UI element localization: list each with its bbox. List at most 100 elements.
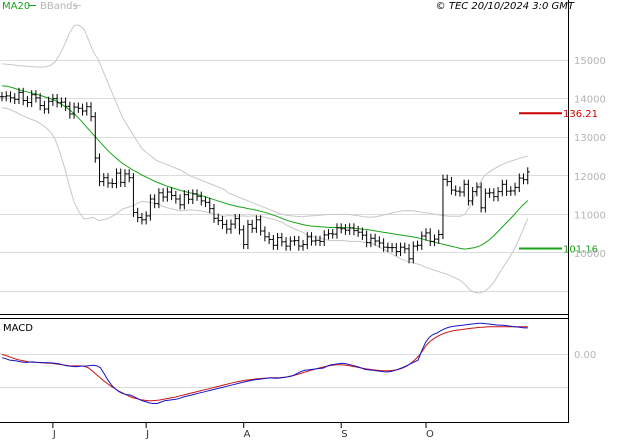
panel-frame <box>0 0 569 423</box>
price-bar <box>46 96 51 114</box>
price-bar <box>38 93 43 111</box>
price-bar <box>504 179 509 196</box>
price-bar <box>29 90 34 108</box>
resistance-label: 136.21 <box>563 109 598 120</box>
price-bar <box>21 87 26 106</box>
price-bars <box>0 87 530 264</box>
price-bar <box>347 223 352 235</box>
price-bar <box>63 97 68 111</box>
price-bar <box>390 243 395 253</box>
price-bar <box>203 196 208 208</box>
price-bar <box>55 94 60 108</box>
price-bar <box>288 236 293 251</box>
price-bar <box>309 232 314 246</box>
price-bar <box>479 182 484 213</box>
price-bar <box>432 234 437 247</box>
month-label: O <box>426 429 434 440</box>
price-bar <box>521 173 526 185</box>
month-label: A <box>244 429 251 440</box>
price-bar <box>110 178 115 189</box>
price-bar <box>50 94 55 106</box>
price-bar <box>165 187 170 202</box>
price-bar <box>334 223 339 239</box>
price-bar <box>407 244 412 264</box>
macd-lines <box>1 322 528 404</box>
price-bar <box>313 235 318 246</box>
price-bar <box>525 167 530 185</box>
price-axis-labels: 10000 11000 12000 13000 14000 15000 <box>574 56 606 260</box>
price-bar <box>93 112 98 163</box>
ma20-line <box>1 85 529 250</box>
price-bar <box>250 219 255 233</box>
price-bar <box>224 219 229 234</box>
price-bar <box>453 185 458 196</box>
price-bar <box>199 191 204 206</box>
price-bar <box>237 214 242 235</box>
price-bar <box>182 190 187 210</box>
copyright-text: © TEC 20/10/2024 3:0 GMT <box>436 1 575 12</box>
price-bar <box>275 232 280 250</box>
price-bar <box>394 243 399 257</box>
upper-band <box>1 24 528 218</box>
macd-grid <box>0 354 568 388</box>
month-label: S <box>341 429 347 440</box>
legend-ma-label: MA20 <box>2 1 30 12</box>
price-bar <box>233 214 238 229</box>
price-grid <box>0 60 568 292</box>
price-bar <box>428 228 433 247</box>
price-bar <box>122 169 127 187</box>
price-bar <box>131 173 136 218</box>
price-bar <box>470 187 475 206</box>
price-bar <box>496 187 501 202</box>
price-bar <box>301 239 306 251</box>
price-tick-label: 13000 <box>574 133 606 144</box>
macd-panel-title: MACD <box>3 323 33 334</box>
price-bar <box>152 194 157 209</box>
price-bar <box>360 227 365 240</box>
price-bar <box>462 179 467 197</box>
price-bar <box>169 187 174 201</box>
price-bar <box>89 102 94 122</box>
price-bar <box>466 179 471 206</box>
price-bar <box>254 215 259 233</box>
price-bar <box>114 168 119 189</box>
price-bar <box>356 226 361 237</box>
price-bar <box>326 229 331 240</box>
lower-band <box>1 107 529 294</box>
price-bar <box>212 204 216 223</box>
price-bar <box>508 186 513 196</box>
price-bar <box>12 93 17 104</box>
price-bar <box>106 173 110 188</box>
price-bar <box>305 232 310 250</box>
price-bar <box>381 238 386 252</box>
price-bar <box>80 103 85 116</box>
price-bar <box>517 173 522 192</box>
price-bar <box>368 233 373 248</box>
price-tick-label: 15000 <box>574 56 606 67</box>
price-bar <box>161 188 166 202</box>
price-bar <box>419 231 424 250</box>
price-bar <box>228 219 233 234</box>
signal-line <box>1 326 528 402</box>
level-lines: 136.21 101.16 <box>519 109 598 256</box>
price-bar <box>279 232 284 247</box>
price-bar <box>398 242 403 257</box>
price-bar <box>173 190 178 204</box>
price-bar <box>258 215 263 236</box>
price-bar <box>267 232 272 245</box>
price-bar <box>500 179 505 197</box>
price-bar <box>343 224 348 235</box>
price-bar <box>186 190 191 204</box>
price-bar <box>76 102 81 113</box>
price-bar <box>262 226 267 242</box>
support-label: 101.16 <box>563 245 598 256</box>
price-bar <box>72 102 77 119</box>
price-bar <box>373 233 378 246</box>
price-bar <box>25 95 30 108</box>
price-tick-label: 11000 <box>574 210 606 221</box>
legend: MA20 BBands <box>2 1 81 12</box>
price-bar <box>487 188 492 198</box>
price-bar <box>135 207 140 223</box>
